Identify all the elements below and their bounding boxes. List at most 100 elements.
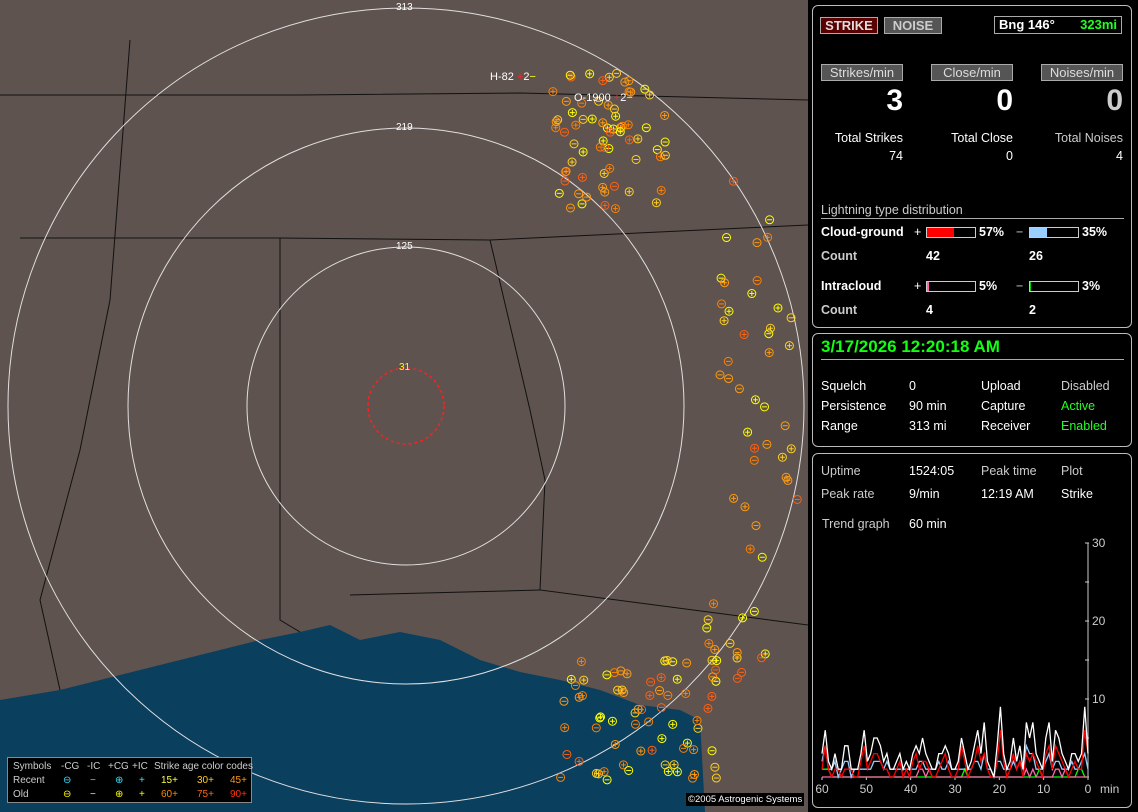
negative-strike-icon <box>620 77 630 87</box>
positive-strike-icon <box>786 444 796 454</box>
negative-strike-icon <box>751 521 761 531</box>
trend-series-line <box>821 706 1089 778</box>
trend-series-line <box>821 730 1089 780</box>
cg-positive-bar <box>926 227 976 238</box>
positive-strike-icon <box>707 691 717 701</box>
positive-strike-icon <box>551 117 561 127</box>
noise-tab[interactable]: NOISE <box>884 17 942 34</box>
close-per-min-value: 0 <box>996 84 1013 117</box>
positive-strike-icon <box>712 656 722 666</box>
positive-strike-icon <box>720 278 730 288</box>
status-panel: 3/17/2026 12:20:18 AM Squelch 0 Upload Disa… <box>812 333 1132 447</box>
status-key: Upload <box>981 379 1021 393</box>
trend-graph-value[interactable]: 60 min <box>909 517 947 531</box>
distribution-title: Lightning type distribution <box>821 203 1124 219</box>
cg-label: Cloud-ground <box>821 225 904 239</box>
positive-strike-icon <box>618 760 628 770</box>
negative-strike-icon <box>655 686 665 696</box>
positive-strike-icon <box>598 136 608 146</box>
trend-graph: 60 50 40 30 20 10 0 10 20 30 min <box>815 536 1119 796</box>
y-tick-label: 20 <box>1092 614 1106 628</box>
negative-strike-icon <box>663 691 673 701</box>
negative-strike-icon <box>591 723 601 733</box>
positive-strike-icon <box>663 767 673 777</box>
ic-positive-bar <box>926 281 976 292</box>
positive-strike-icon <box>605 127 615 137</box>
x-tick-label: 60 <box>815 782 829 796</box>
ic-minus-sign: − <box>1016 279 1024 293</box>
positive-strike-icon <box>566 674 576 684</box>
negative-strike-icon <box>780 421 790 431</box>
negative-strike-icon <box>559 127 569 137</box>
noises-per-min-button[interactable]: Noises/min <box>1041 64 1123 81</box>
datetime: 3/17/2026 12:20:18 AM <box>821 337 1124 360</box>
station-name: O-1900 <box>574 92 611 104</box>
status-key: Receiver <box>981 419 1031 433</box>
ic-negative-bar <box>1029 281 1079 292</box>
age-code: 15+ <box>161 775 178 786</box>
cg-positive-count: 42 <box>926 249 940 263</box>
positive-strike-icon <box>719 316 729 326</box>
close-per-min-button[interactable]: Close/min <box>931 64 1013 81</box>
trend-graph-label: Trend graph <box>822 517 890 531</box>
positive-strike-icon <box>724 306 734 316</box>
stats-panel: Uptime 1524:05 Peak time Plot Peak rate … <box>812 453 1132 808</box>
negative-strike-icon <box>613 685 623 695</box>
positive-strike-icon <box>624 135 634 145</box>
x-tick-label: 30 <box>948 782 962 796</box>
neg-ic-old-icon: − <box>90 789 96 800</box>
negative-strike-icon <box>702 623 712 633</box>
peak-time-label: Peak time <box>981 464 1037 478</box>
negative-strike-icon <box>569 139 579 149</box>
negative-strike-icon <box>717 299 727 309</box>
plot-value[interactable]: Strike <box>1061 487 1093 501</box>
ic-negative-count: 2 <box>1029 303 1036 317</box>
positive-strike-icon <box>548 87 558 97</box>
positive-strike-icon <box>651 198 661 208</box>
uptime-label: Uptime <box>821 464 861 478</box>
negative-strike-icon <box>646 677 656 687</box>
x-tick-label: 40 <box>904 782 918 796</box>
noises-per-min-value: 0 <box>1106 84 1123 117</box>
cg-positive-pct: 57% <box>979 225 1005 239</box>
negative-strike-icon <box>595 713 605 723</box>
station-name: H-82 <box>490 71 514 83</box>
negative-strike-icon <box>716 273 726 283</box>
negative-strike-icon <box>624 765 634 775</box>
positive-strike-icon <box>610 204 620 214</box>
positive-strike-icon <box>623 120 633 130</box>
age-code: 30+ <box>197 775 214 786</box>
negative-strike-icon <box>602 670 612 680</box>
positive-strike-icon <box>647 745 657 755</box>
peak-time-value: 12:19 AM <box>981 487 1034 501</box>
lightning-map[interactable]: 31 125 219 313 H-82 +2− O-1900 +2− Symbo… <box>0 0 808 812</box>
neg-ic-recent-icon: − <box>90 775 96 786</box>
status-key: Squelch <box>821 379 867 393</box>
negative-strike-icon <box>711 773 721 783</box>
positive-strike-icon <box>599 767 609 777</box>
positive-strike-icon <box>598 118 608 128</box>
positive-strike-icon <box>585 69 595 79</box>
negative-strike-icon <box>554 188 564 198</box>
bearing: Bng 146° <box>999 17 1055 32</box>
status-value: Disabled <box>1061 379 1110 393</box>
positive-strike-icon <box>765 323 775 333</box>
pos-cg-old-icon: ⊕ <box>115 789 124 800</box>
pos-ic-recent-icon: + <box>139 775 145 786</box>
negative-strike-icon <box>609 181 619 191</box>
negative-strike-icon <box>570 680 580 690</box>
strikes-per-min-button[interactable]: Strikes/min <box>821 64 903 81</box>
strikes-per-min-value: 3 <box>886 84 903 117</box>
station-label-o1900: O-1900 +2− <box>574 92 633 104</box>
total-close-label: Total Close <box>951 131 1013 145</box>
age-code: 75+ <box>197 789 214 800</box>
positive-strike-icon <box>600 200 610 210</box>
status-key: Range <box>821 419 858 433</box>
x-axis-label: min <box>1100 782 1119 796</box>
strike-tab[interactable]: STRIKE <box>820 17 878 34</box>
positive-strike-icon <box>655 152 665 162</box>
positive-strike-icon <box>577 172 587 182</box>
positive-strike-icon <box>672 767 682 777</box>
negative-strike-icon <box>560 176 570 186</box>
age-code: 45+ <box>230 775 247 786</box>
